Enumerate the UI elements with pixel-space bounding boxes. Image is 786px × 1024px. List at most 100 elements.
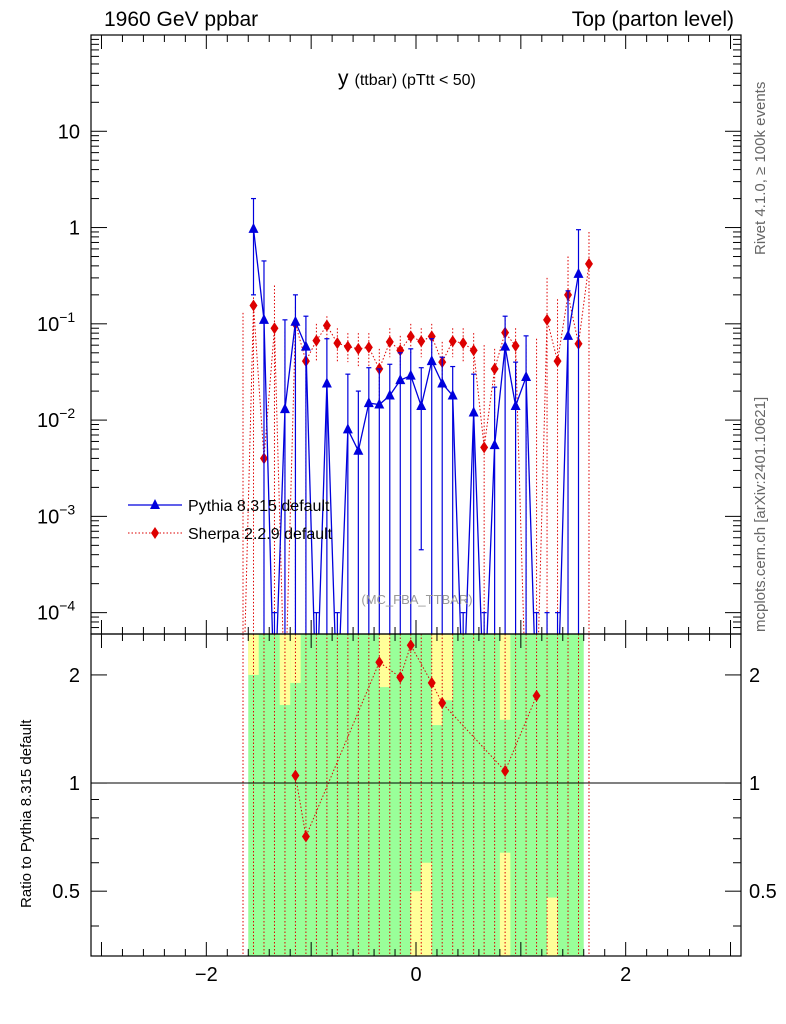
- pythia-point: [563, 329, 574, 340]
- pythia-point: [290, 315, 301, 326]
- sherpa-point: [543, 313, 552, 326]
- ratio-yellow-bin: [547, 897, 558, 956]
- sherpa-point: [553, 355, 562, 368]
- ratio-yellow-bin: [410, 891, 422, 956]
- sherpa-point: [249, 299, 258, 312]
- ratio-point: [291, 769, 300, 782]
- header-process-label: Top (parton level): [571, 8, 734, 31]
- sherpa-point: [364, 341, 373, 354]
- pythia-point: [510, 400, 521, 411]
- ratio-y-tick-label-right: 2: [749, 665, 760, 687]
- pythia-point: [416, 400, 427, 411]
- chart-title-sub: (ttbar) (pTtt < 50): [355, 72, 476, 89]
- pythia-point: [573, 267, 584, 278]
- main-y-tick-label-base: 10: [37, 314, 59, 336]
- sherpa-point: [469, 344, 478, 357]
- ratio-y-tick-label: 2: [69, 665, 80, 687]
- chart-title-main: y: [338, 67, 349, 90]
- pythia-point: [353, 444, 364, 455]
- chart-title: y (ttbar) (pTtt < 50): [338, 67, 476, 90]
- sherpa-point: [417, 335, 426, 348]
- ratio-yellow-bin: [379, 634, 390, 688]
- main-y-tick-label-exp: −4: [59, 598, 75, 614]
- main-y-tick-label: 1: [69, 218, 80, 240]
- pythia-point: [447, 389, 458, 400]
- ratio-yellow-bin: [431, 634, 443, 726]
- ratio-y-tick-label: 0.5: [52, 881, 80, 903]
- ratio-point: [532, 689, 541, 702]
- sherpa-point: [480, 441, 489, 454]
- main-y-tick-label: 10−2: [37, 405, 75, 432]
- ratio-yellow-bin: [442, 634, 453, 701]
- pythia-point: [342, 423, 353, 434]
- sherpa-point: [385, 335, 394, 348]
- x-tick-label: 2: [620, 964, 631, 986]
- ratio-yellow-bin: [421, 862, 432, 956]
- main-panel: [242, 197, 593, 634]
- sherpa-point: [312, 334, 321, 347]
- pythia-point: [395, 374, 406, 385]
- ratio-point: [396, 671, 405, 684]
- main-y-tick-label-exp: −3: [59, 501, 75, 517]
- legend-pythia-label: Pythia 8.315 default: [188, 498, 330, 515]
- pythia-point: [500, 340, 511, 351]
- pythia-point: [321, 377, 332, 388]
- legend-pythia-marker: [150, 499, 160, 509]
- pythia-point: [279, 403, 290, 414]
- ratio-yellow-bin: [290, 634, 301, 683]
- ratio-line: [294, 643, 538, 839]
- pythia-line: [252, 228, 580, 634]
- pythia-point: [363, 397, 374, 408]
- main-frame: [90, 34, 742, 635]
- ratio-point: [501, 765, 510, 778]
- main-y-tick-label-base: 10: [37, 410, 59, 432]
- sherpa-point: [406, 330, 415, 343]
- main-y-tick-label-base: 10: [37, 506, 59, 528]
- main-y-tick-label: 10−3: [37, 501, 75, 528]
- main-y-tick-label: 10−4: [37, 598, 75, 625]
- ratio-point: [406, 639, 415, 652]
- pythia-point: [468, 406, 479, 417]
- sherpa-point: [459, 337, 468, 350]
- pythia-point: [258, 313, 269, 324]
- pythia-point: [300, 340, 311, 351]
- sherpa-point: [427, 330, 436, 343]
- ratio-yellow-bin: [248, 634, 259, 675]
- pythia-point: [426, 355, 437, 366]
- sherpa-point: [333, 337, 342, 350]
- main-y-tick-label-exp: −1: [59, 309, 75, 325]
- sherpa-point: [270, 322, 279, 335]
- ratio-point: [438, 697, 447, 710]
- sherpa-point: [584, 257, 593, 270]
- legend-sherpa-label: Sherpa 2.2.9 default: [188, 526, 333, 543]
- x-tick-label: 0: [410, 964, 421, 986]
- pythia-point: [374, 398, 385, 409]
- ratio-point: [375, 656, 384, 669]
- main-y-tick-label: 10−1: [37, 309, 75, 336]
- sherpa-point: [322, 319, 331, 332]
- pythia-point: [489, 439, 500, 450]
- ratio-panel: [242, 634, 590, 956]
- sherpa-point: [511, 339, 520, 352]
- ratio-point: [427, 676, 436, 689]
- main-y-tick-label-exp: −2: [59, 405, 75, 421]
- sherpa-point: [490, 362, 499, 375]
- sherpa-point: [343, 340, 352, 353]
- ratio-y-tick-label-right: 0.5: [749, 881, 777, 903]
- pythia-point: [384, 389, 395, 400]
- header-energy-label: 1960 GeV ppbar: [104, 8, 259, 31]
- analysis-watermark: (MC_FBA_TTBAR): [361, 592, 472, 607]
- pythia-point: [405, 369, 416, 380]
- main-y-tick-label: 10: [58, 121, 80, 143]
- legend-sherpa-marker: [151, 527, 159, 539]
- ratio-y-tick-label-right: 1: [749, 773, 760, 795]
- ratio-y-tick-label: 1: [69, 773, 80, 795]
- pythia-point: [437, 377, 448, 388]
- ratio-point: [301, 830, 310, 843]
- x-tick-label: −2: [195, 964, 218, 986]
- pythia-point: [248, 222, 259, 233]
- pythia-point: [521, 371, 532, 382]
- main-y-tick-label-base: 10: [37, 603, 59, 625]
- sherpa-point: [354, 342, 363, 355]
